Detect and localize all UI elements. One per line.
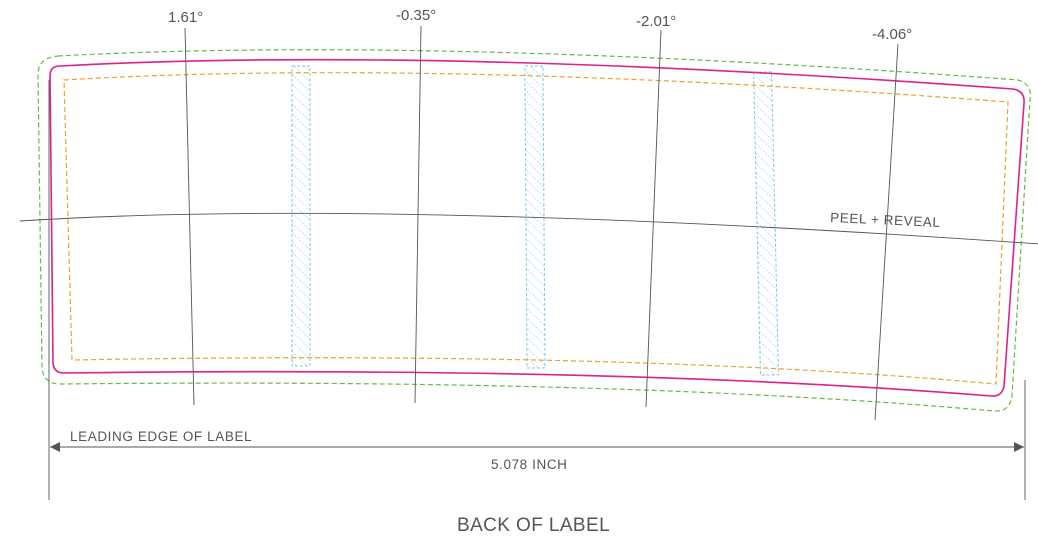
peel-reveal-label: PEEL + REVEAL — [830, 210, 941, 230]
width-dimension-label: 5.078 INCH — [491, 457, 568, 472]
angle-guide-3 — [645, 29, 662, 408]
bleed-line — [37, 49, 1031, 412]
angle-label-4: -4.06° — [872, 26, 912, 43]
safe-zone-line — [63, 72, 1009, 385]
angle-label-2: -0.35° — [396, 7, 436, 24]
peel-reveal-curve — [19, 212, 1038, 245]
glue-strips — [291, 65, 779, 376]
angle-guide-4 — [874, 43, 899, 421]
angle-label-3: -2.01° — [636, 13, 676, 30]
footer-title: BACK OF LABEL — [457, 515, 610, 536]
angle-guide-1 — [184, 27, 195, 406]
angle-label-1: 1.61° — [168, 9, 203, 26]
cut-line — [49, 58, 1025, 397]
leading-edge-label: LEADING EDGE OF LABEL — [70, 429, 252, 444]
glue-strip-3 — [753, 71, 779, 376]
glue-strip-1 — [291, 65, 311, 367]
